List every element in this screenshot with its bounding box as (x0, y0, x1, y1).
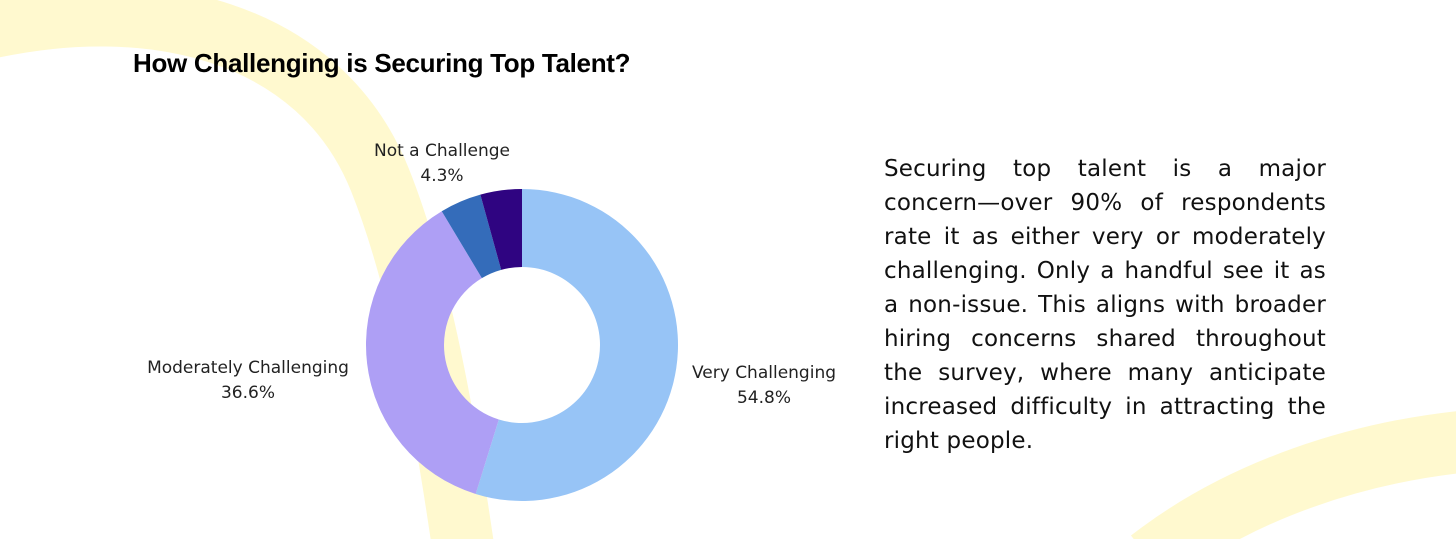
decorative-arc-bottom-right (1130, 411, 1456, 539)
donut-slice-moderately-challenging (366, 211, 499, 494)
donut-slice-unlabeled-3 (480, 189, 522, 270)
slice-value-very-challenging: 54.8% (737, 388, 791, 408)
slice-label-very-challenging: Very Challenging (692, 363, 836, 383)
donut-chart: Not a Challenge 4.3% Moderately Challeng… (147, 141, 836, 501)
donut-slices (366, 189, 678, 501)
chart-title: How Challenging is Securing Top Talent? (133, 48, 631, 78)
summary-paragraph: Securing top talent is a major concern—o… (884, 156, 1326, 454)
donut-slice-not-a-challenge (441, 194, 502, 279)
donut-slice-very-challenging (475, 189, 678, 501)
slice-value-moderately-challenging: 36.6% (221, 383, 275, 403)
slice-value-not-a-challenge: 4.3% (420, 166, 463, 186)
slice-label-not-a-challenge: Not a Challenge (374, 141, 510, 161)
slice-label-moderately-challenging: Moderately Challenging (147, 358, 349, 378)
